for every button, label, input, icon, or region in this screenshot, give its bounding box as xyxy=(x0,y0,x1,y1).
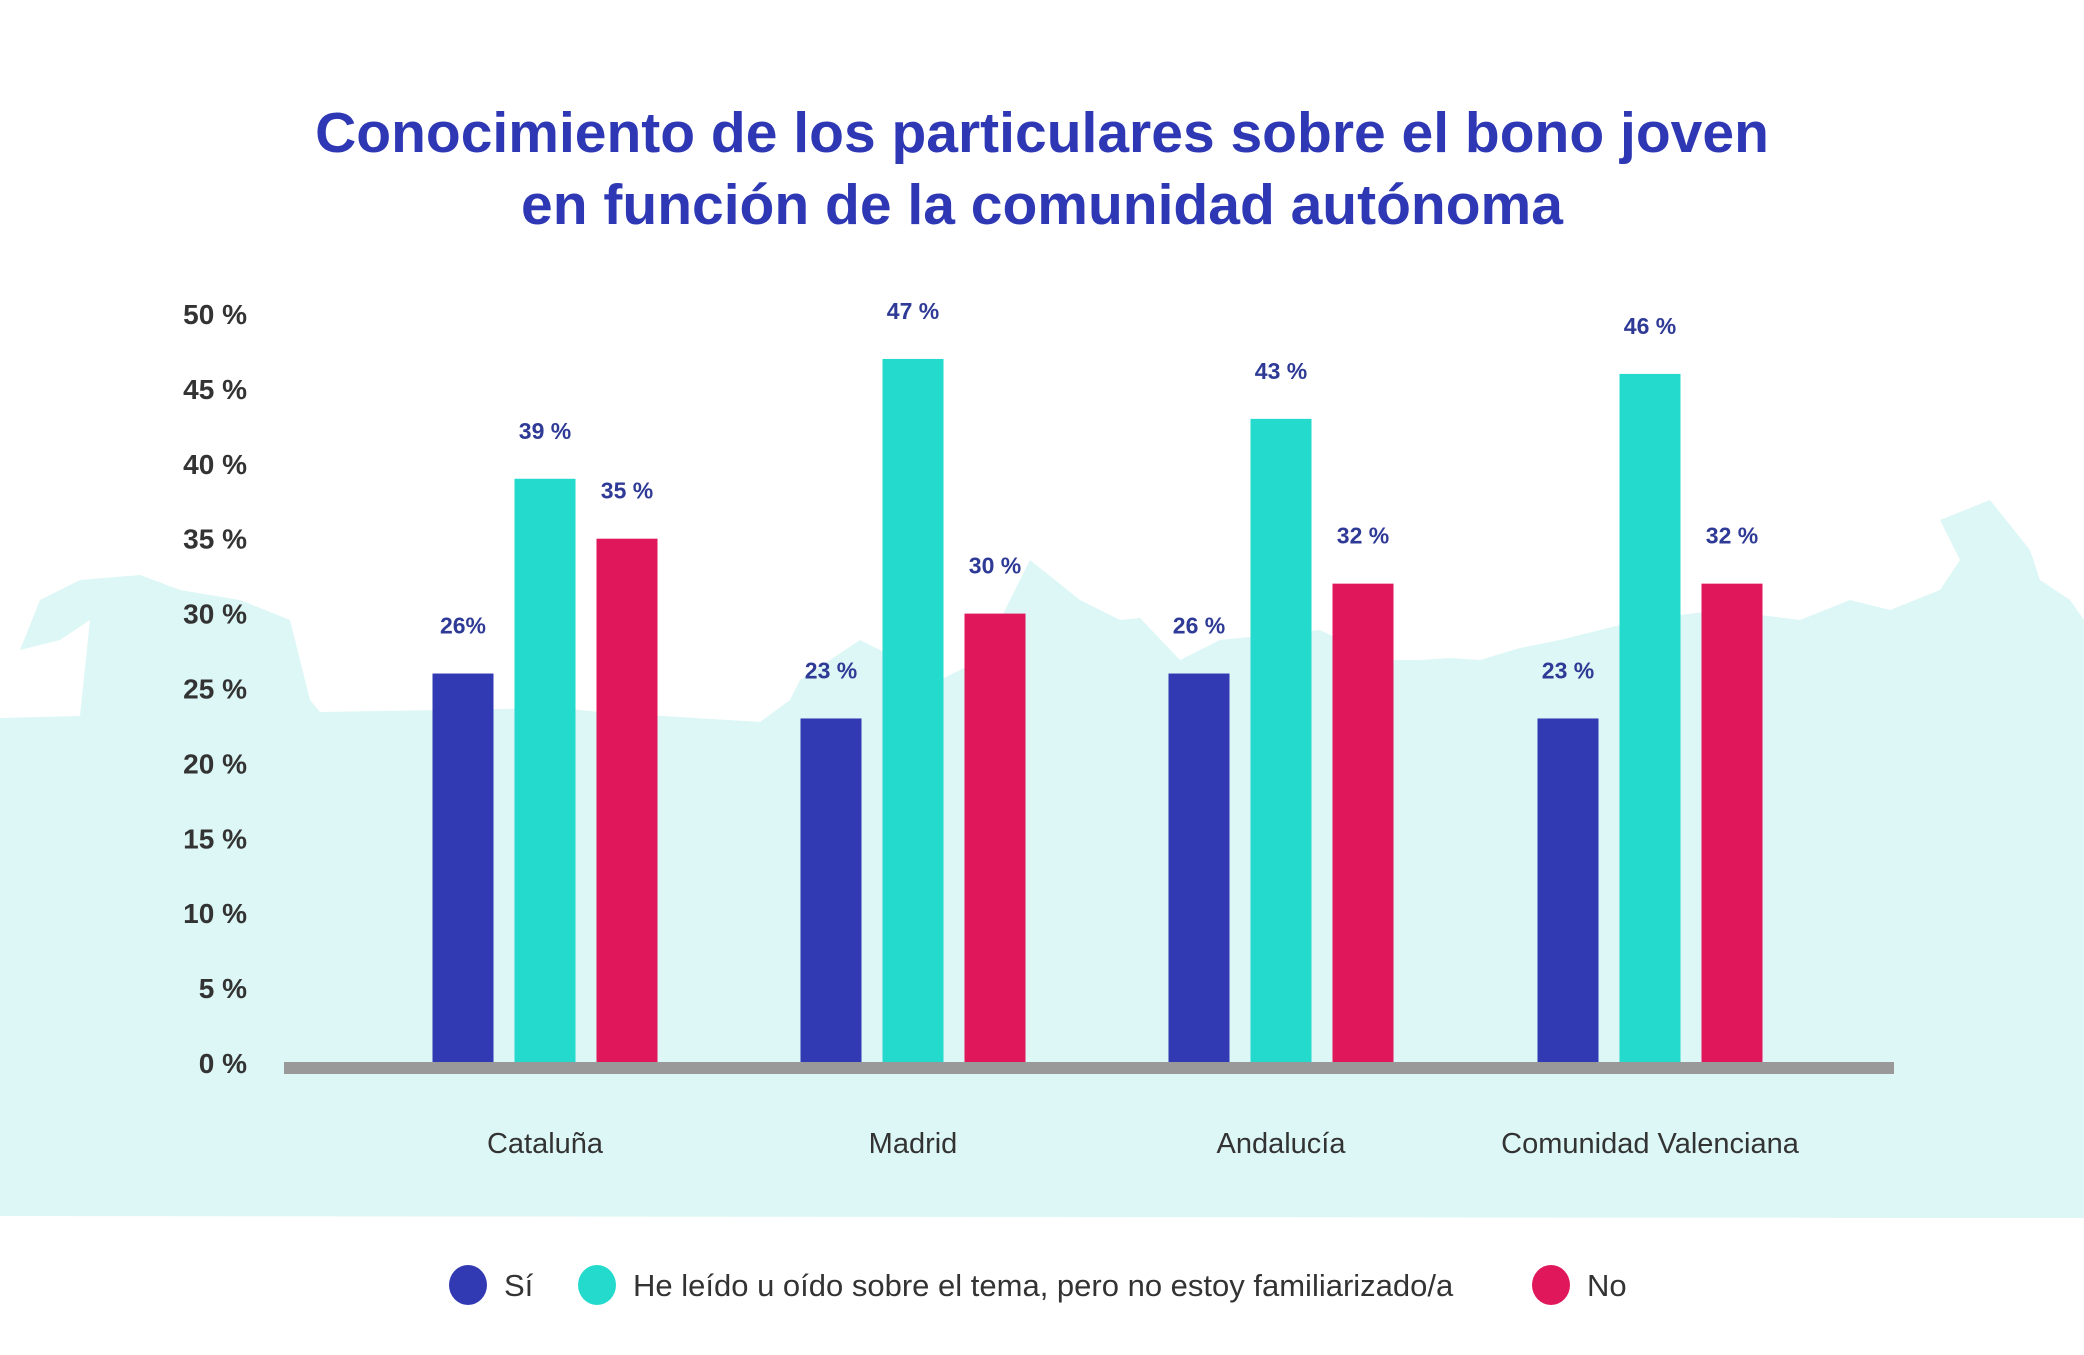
bar xyxy=(882,358,944,1063)
data-label: 43 % xyxy=(1255,358,1307,384)
chart-title: Conocimiento de los particulares sobre e… xyxy=(315,101,1769,237)
y-tick-label: 40 % xyxy=(183,449,247,480)
bar xyxy=(1332,583,1394,1063)
bar xyxy=(800,718,862,1063)
y-tick-label: 20 % xyxy=(183,748,247,779)
x-tick-label: Madrid xyxy=(869,1128,958,1160)
y-tick-label: 15 % xyxy=(183,823,247,854)
data-label: 46 % xyxy=(1624,313,1676,339)
bar xyxy=(1537,718,1599,1063)
legend: Sí He leído u oído sobre el tema, pero no… xyxy=(449,1265,1627,1305)
x-tick-label: Cataluña xyxy=(487,1128,604,1160)
legend-label: No xyxy=(1587,1268,1627,1303)
data-label: 39 % xyxy=(519,418,571,444)
bars: 26% 39 % 35 % 23 % 47 % 30 % 26 % 43 % 32 % 23 % 4… xyxy=(432,298,1763,1063)
data-label: 32 % xyxy=(1337,523,1389,549)
x-axis: Cataluña Madrid Andalucía Comunidad Valenci… xyxy=(487,1128,1800,1160)
legend-swatch xyxy=(578,1265,616,1305)
x-tick-label: Andalucía xyxy=(1217,1128,1347,1160)
data-label: 30 % xyxy=(969,553,1021,579)
data-label: 47 % xyxy=(887,298,939,324)
y-axis: 0 % 5 % 10 % 15 % 20 % 25 % 30 % 35 % 40 % 45 % 50… xyxy=(183,299,247,1079)
y-tick-label: 50 % xyxy=(183,299,247,330)
bar xyxy=(1701,583,1763,1063)
legend-label: He leído u oído sobre el tema, pero no e… xyxy=(633,1268,1454,1303)
bar xyxy=(1250,418,1312,1063)
legend-swatch xyxy=(449,1265,487,1305)
bar xyxy=(514,478,576,1063)
y-tick-label: 0 % xyxy=(199,1048,247,1079)
bar xyxy=(964,613,1026,1063)
data-label: 32 % xyxy=(1706,523,1758,549)
y-tick-label: 10 % xyxy=(183,898,247,929)
bar xyxy=(432,673,494,1063)
bar xyxy=(596,538,658,1063)
landscape-background xyxy=(0,500,2084,1218)
title-line-1: Conocimiento de los particulares sobre e… xyxy=(315,101,1769,165)
x-axis-line xyxy=(284,1062,1894,1074)
x-tick-label: Comunidad Valenciana xyxy=(1501,1128,1800,1160)
legend-label: Sí xyxy=(504,1268,534,1303)
y-tick-label: 25 % xyxy=(183,674,247,705)
y-tick-label: 45 % xyxy=(183,374,247,405)
data-label: 26 % xyxy=(1173,613,1225,639)
bar xyxy=(1619,373,1681,1063)
y-tick-label: 30 % xyxy=(183,599,247,630)
title-line-2: en función de la comunidad autónoma xyxy=(521,173,1564,237)
data-label: 35 % xyxy=(601,478,653,504)
data-label: 23 % xyxy=(805,657,857,683)
data-label: 26% xyxy=(440,613,486,639)
y-tick-label: 35 % xyxy=(183,524,247,555)
bar xyxy=(1168,673,1230,1063)
y-tick-label: 5 % xyxy=(199,973,247,1004)
data-label: 23 % xyxy=(1542,657,1594,683)
legend-swatch xyxy=(1532,1265,1570,1305)
